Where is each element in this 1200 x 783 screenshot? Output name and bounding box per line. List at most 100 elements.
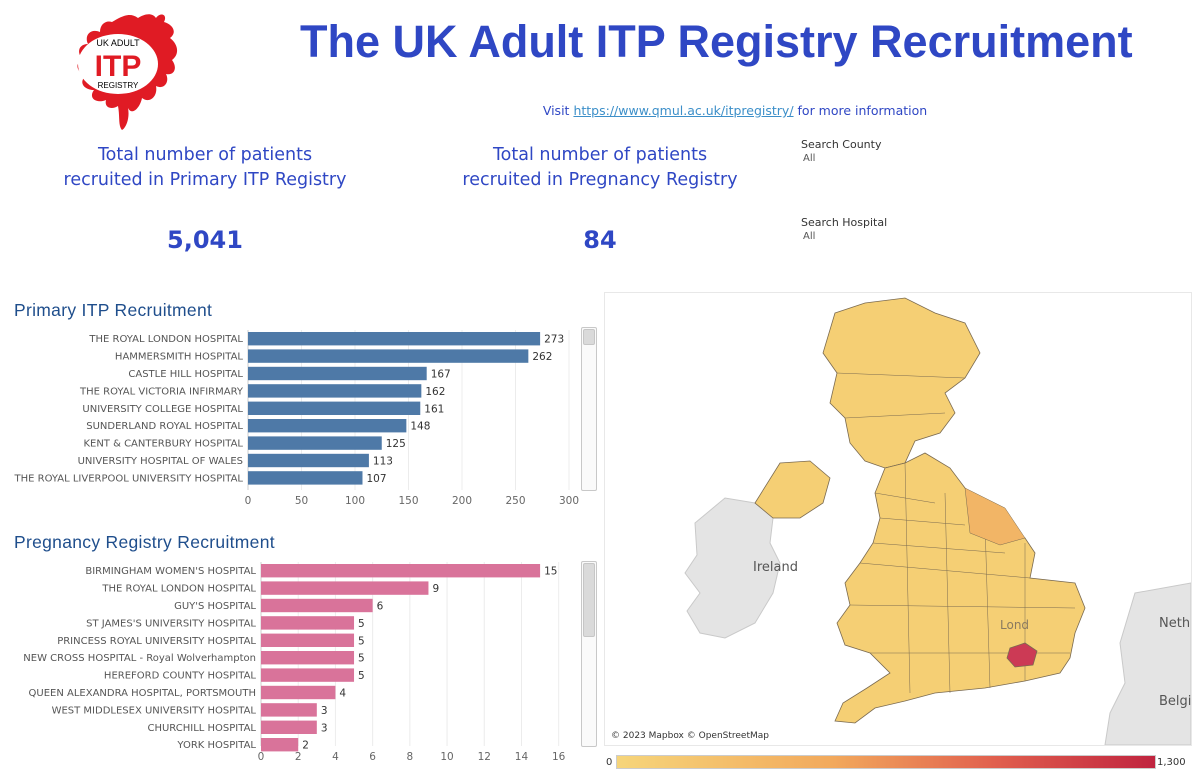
primary-chart-bar[interactable] xyxy=(248,384,422,398)
primary-chart-value-label: 107 xyxy=(366,473,386,485)
map-attribution[interactable]: © 2023 Mapbox © OpenStreetMap xyxy=(611,731,769,741)
primary-chart-value-label: 148 xyxy=(410,421,430,433)
northern-ireland xyxy=(754,460,831,519)
pregnancy-chart-x-tick-label: 14 xyxy=(515,751,529,763)
primary-chart-bar[interactable] xyxy=(248,332,541,346)
hospital-filter[interactable]: Search Hospital All xyxy=(801,216,961,242)
pregnancy-chart-x-tick-label: 6 xyxy=(369,751,376,763)
primary-chart-x-tick-label: 300 xyxy=(559,495,579,507)
primary-section-title: Primary ITP Recruitment xyxy=(14,300,213,320)
map-color-legend xyxy=(616,755,1156,769)
scotland xyxy=(822,297,981,469)
map-label-belgium: Belgiu xyxy=(1159,694,1191,709)
hospital-filter-value[interactable]: All xyxy=(803,231,816,242)
primary-chart-x-tick-label: 200 xyxy=(452,495,472,507)
primary-kpi-label-line1: Total number of patients xyxy=(97,145,313,165)
primary-chart-x-tick-label: 100 xyxy=(345,495,365,507)
london-region-highlight xyxy=(1006,642,1038,668)
map-label-ireland: Ireland xyxy=(753,560,798,575)
primary-chart-bar[interactable] xyxy=(248,366,427,381)
primary-chart-category-label: UNIVERSITY COLLEGE HOSPITAL xyxy=(82,404,243,415)
county-filter-value[interactable]: All xyxy=(803,153,816,164)
pregnancy-chart-category-label: THE ROYAL LONDON HOSPITAL xyxy=(101,584,256,595)
pregnancy-kpi-value: 84 xyxy=(583,226,617,254)
legend-min-label: 0 xyxy=(606,757,613,768)
primary-chart-category-label: SUNDERLAND ROYAL HOSPITAL xyxy=(86,421,243,432)
pregnancy-chart-bar[interactable] xyxy=(261,581,429,595)
legend-max-label: 1,300 xyxy=(1157,757,1186,768)
primary-chart-category-label: KENT & CANTERBURY HOSPITAL xyxy=(83,439,243,450)
visit-prefix: Visit xyxy=(542,103,570,118)
pregnancy-chart-bar[interactable] xyxy=(261,720,317,734)
pregnancy-chart-value-label: 9 xyxy=(432,583,439,595)
primary-chart-category-label: HAMMERSMITH HOSPITAL xyxy=(115,352,244,363)
north-east-region-highlight xyxy=(964,487,1026,546)
primary-kpi-label: Total number of patients recruited in Pr… xyxy=(40,143,370,193)
pregnancy-chart-value-label: 15 xyxy=(544,566,557,578)
visit-suffix: for more information xyxy=(797,103,928,118)
primary-chart-x-tick-label: 0 xyxy=(245,495,252,507)
primary-itp-bar-chart: 0 50 100 150 200 250 300 THE ROYAL LONDON HOSPI… xyxy=(14,330,579,507)
pregnancy-chart-bar[interactable] xyxy=(261,738,299,752)
pregnancy-chart-value-label: 5 xyxy=(358,653,365,665)
pregnancy-chart-bar[interactable] xyxy=(261,598,373,613)
primary-chart-value-label: 162 xyxy=(425,386,445,398)
primary-chart-bar[interactable] xyxy=(248,453,369,468)
primary-chart-category-label: CASTLE HILL HOSPITAL xyxy=(128,369,243,380)
primary-chart-category-label: THE ROYAL LONDON HOSPITAL xyxy=(88,334,243,345)
pregnancy-chart-x-tick-label: 0 xyxy=(258,751,265,763)
pregnancy-chart-category-label: CHURCHILL HOSPITAL xyxy=(147,723,256,734)
primary-chart-category-label: THE ROYAL LIVERPOOL UNIVERSITY HOSPITAL xyxy=(14,473,244,484)
pregnancy-chart-bar[interactable] xyxy=(261,651,355,665)
uk-recruitment-choropleth-map[interactable]: Ireland Neth Belgiu Lond © 2023 Mapbox ©… xyxy=(604,292,1192,746)
pregnancy-registry-bar-chart: 0 2 4 6 8 10 12 14 16 BIRMINGHAM WOMEN'S HOSPITAL… xyxy=(23,562,566,763)
pregnancy-chart-bar[interactable] xyxy=(261,703,317,717)
pregnancy-chart-bar[interactable] xyxy=(261,685,336,700)
county-filter-label: Search County xyxy=(801,138,882,151)
primary-kpi-label-line2: recruited in Primary ITP Registry xyxy=(63,170,347,190)
pregnancy-chart-x-tick-label: 2 xyxy=(295,751,302,763)
primary-kpi-value: 5,041 xyxy=(167,226,243,254)
england-wales xyxy=(834,452,1086,724)
primary-chart-bar[interactable] xyxy=(248,436,382,450)
registry-link[interactable]: https://www.qmul.ac.uk/itpregistry/ xyxy=(573,103,794,118)
uk-map-graphic: Ireland Neth Belgiu Lond xyxy=(684,297,1191,745)
pregnancy-chart-x-tick-label: 10 xyxy=(440,751,453,763)
pregnancy-chart-bar[interactable] xyxy=(261,564,541,578)
pregnancy-kpi-label-line2: recruited in Pregnancy Registry xyxy=(462,170,738,190)
hospital-filter-label: Search Hospital xyxy=(801,216,888,229)
county-boundaries xyxy=(836,372,1076,694)
pregnancy-chart-bar[interactable] xyxy=(261,616,355,630)
visit-info: Visit https://www.qmul.ac.uk/itpregistry… xyxy=(520,103,950,118)
pregnancy-chart-x-tick-label: 4 xyxy=(332,751,339,763)
primary-chart-scrollbar[interactable] xyxy=(581,327,597,491)
pregnancy-chart-scroll-thumb[interactable] xyxy=(583,563,595,637)
pregnancy-chart-x-tick-label: 12 xyxy=(478,751,491,763)
pregnancy-chart-value-label: 3 xyxy=(321,722,328,734)
logo-text-top: UK ADULT xyxy=(96,38,140,48)
pregnancy-chart-bar[interactable] xyxy=(261,668,355,682)
primary-chart-bar[interactable] xyxy=(248,471,363,485)
primary-chart-x-tick-label: 150 xyxy=(398,495,418,507)
primary-chart-category-label-partial: QUEEN ALEXANDRA HOSPITAL, PORTSMOUTH xyxy=(16,491,244,502)
pregnancy-chart-category-label: NEW CROSS HOSPITAL - Royal Wolverhampton xyxy=(23,653,256,664)
logo-text-bottom: REGISTRY xyxy=(98,81,139,90)
pregnancy-chart-category-label: BIRMINGHAM WOMEN'S HOSPITAL xyxy=(85,566,256,577)
primary-chart-bar[interactable] xyxy=(248,401,421,415)
pregnancy-chart-category-label: YORK HOSPITAL xyxy=(176,740,256,751)
pregnancy-kpi-label: Total number of patients recruited in Pr… xyxy=(435,143,765,193)
pregnancy-chart-category-label: HEREFORD COUNTY HOSPITAL xyxy=(104,671,256,682)
primary-chart-value-label: 262 xyxy=(532,351,552,363)
pregnancy-chart-value-label: 3 xyxy=(321,705,328,717)
pregnancy-chart-value-label: 5 xyxy=(358,670,365,682)
primary-chart-scroll-thumb[interactable] xyxy=(583,329,595,345)
pregnancy-chart-x-tick-label: 8 xyxy=(407,751,414,763)
pregnancy-chart-bar[interactable] xyxy=(261,633,355,647)
pregnancy-chart-scrollbar[interactable] xyxy=(581,561,597,747)
primary-chart-bar[interactable] xyxy=(248,419,407,433)
pregnancy-chart-category-label: ST JAMES'S UNIVERSITY HOSPITAL xyxy=(86,618,256,629)
primary-chart-category-label: THE ROYAL VICTORIA INFIRMARY xyxy=(79,386,244,397)
county-filter[interactable]: Search County All xyxy=(801,138,961,164)
pregnancy-chart-category-label: GUY'S HOSPITAL xyxy=(174,601,256,612)
primary-chart-bar[interactable] xyxy=(248,349,529,363)
